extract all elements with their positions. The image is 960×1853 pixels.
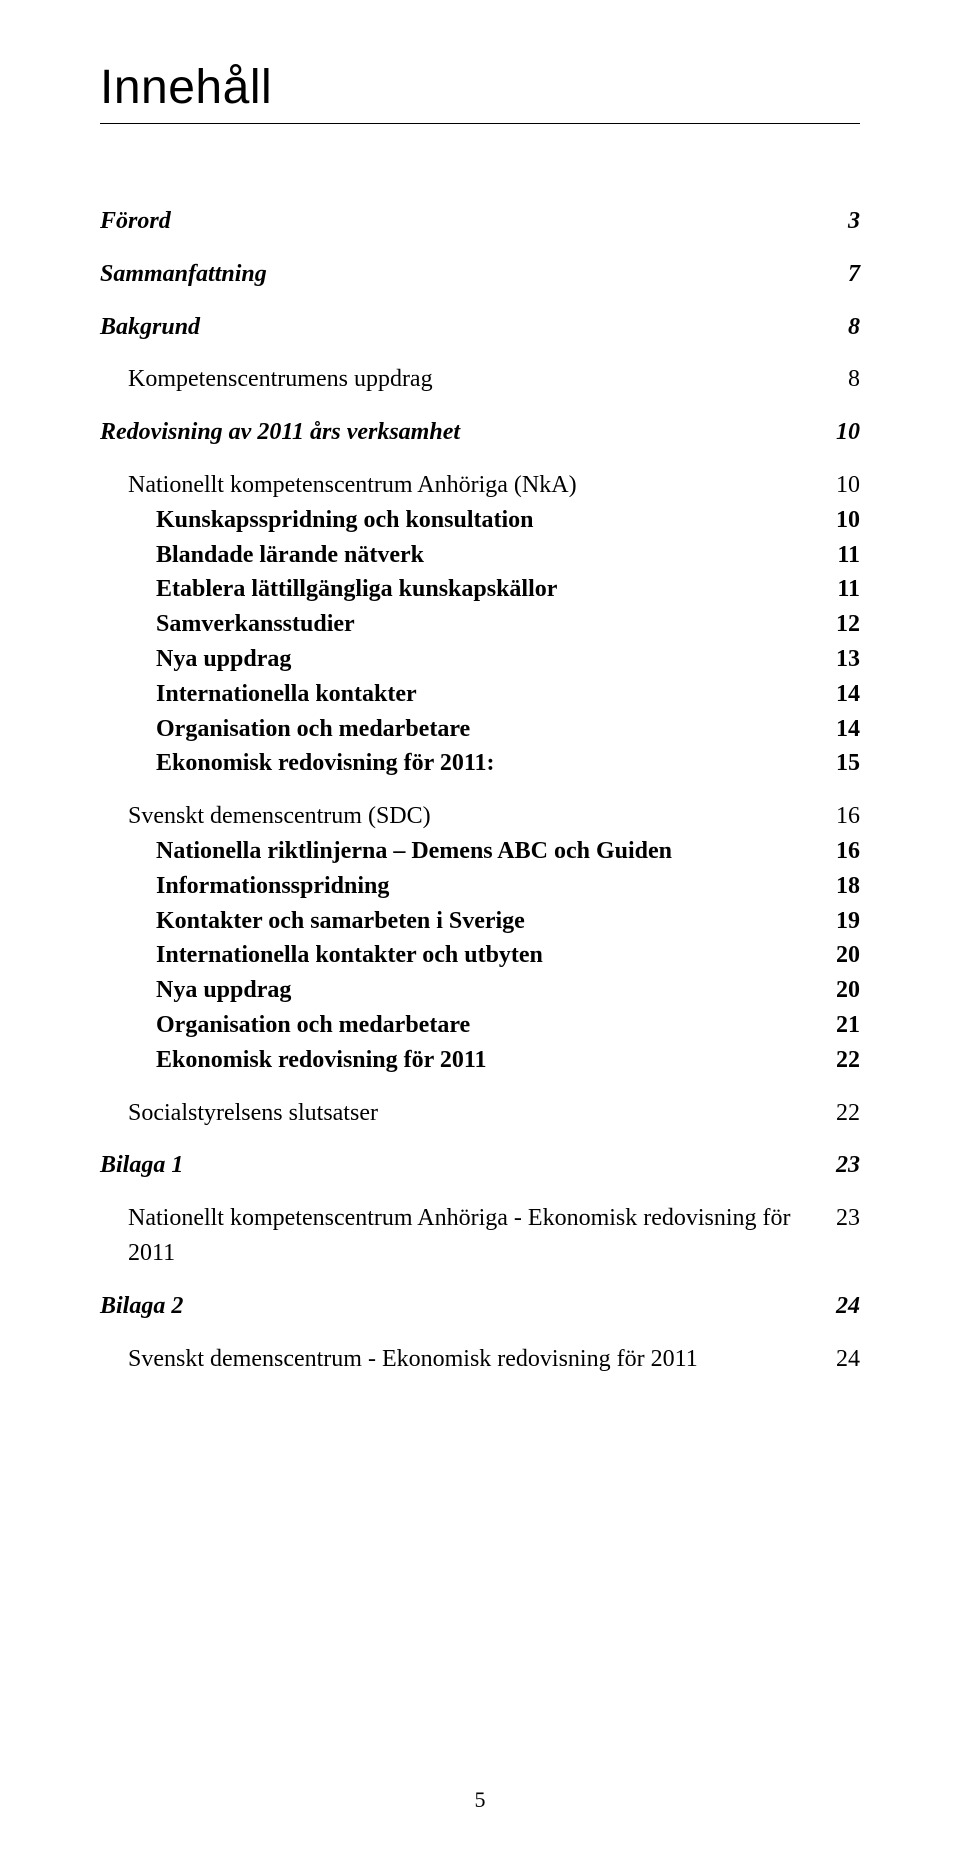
toc-entry: Bakgrund8 (100, 310, 860, 345)
toc-entry-label: Bakgrund (100, 310, 824, 345)
toc-entry-label: Internationella kontakter (156, 677, 812, 712)
document-page: Innehåll Förord3Sammanfattning7Bakgrund8… (0, 0, 960, 1853)
toc-entry-page: 22 (812, 1043, 860, 1078)
toc-entry: Bilaga 224 (100, 1289, 860, 1324)
toc-entry-page: 12 (812, 607, 860, 642)
toc-entry-page: 14 (812, 712, 860, 747)
toc-entry-page: 23 (812, 1201, 860, 1236)
toc-entry: Bilaga 123 (100, 1148, 860, 1183)
toc-entry-label: Blandade lärande nätverk (156, 538, 813, 573)
toc-entry: Kontakter och samarbeten i Sverige19 (100, 904, 860, 939)
toc-entry: Blandade lärande nätverk11 (100, 538, 860, 573)
toc-entry-label: Nationellt kompetenscentrum Anhöriga (Nk… (128, 468, 812, 503)
title-rule (100, 123, 860, 124)
toc-entry-page: 18 (812, 869, 860, 904)
toc-entry-page: 11 (813, 572, 860, 607)
toc-entry-page: 16 (812, 834, 860, 869)
toc-entry: Nationellt kompetenscentrum Anhöriga (Nk… (100, 468, 860, 503)
toc-entry: Organisation och medarbetare14 (100, 712, 860, 747)
toc-entry: Nya uppdrag20 (100, 973, 860, 1008)
toc-entry: Internationella kontakter och utbyten20 (100, 938, 860, 973)
toc-entry-label: Organisation och medarbetare (156, 1008, 812, 1043)
toc-entry-label: Svenskt demenscentrum (SDC) (128, 799, 812, 834)
toc-entry: Etablera lättillgängliga kunskapskällor1… (100, 572, 860, 607)
toc-entry-label: Informationsspridning (156, 869, 812, 904)
toc-entry: Ekonomisk redovisning för 2011:15 (100, 746, 860, 781)
toc-entry: Socialstyrelsens slutsatser22 (100, 1096, 860, 1131)
toc-entry: Kunskapsspridning och konsultation10 (100, 503, 860, 538)
toc-entry-page: 15 (812, 746, 860, 781)
toc-entry-page: 20 (812, 938, 860, 973)
toc-entry-label: Sammanfattning (100, 257, 824, 292)
toc-entry-page: 10 (812, 415, 860, 450)
toc-entry-page: 23 (812, 1148, 860, 1183)
table-of-contents: Förord3Sammanfattning7Bakgrund8Kompetens… (100, 204, 860, 1376)
toc-entry-label: Svenskt demenscentrum - Ekonomisk redovi… (128, 1342, 812, 1377)
toc-entry-page: 10 (812, 468, 860, 503)
toc-entry-label: Internationella kontakter och utbyten (156, 938, 812, 973)
toc-entry: Svenskt demenscentrum - Ekonomisk redovi… (100, 1342, 860, 1377)
toc-entry-page: 24 (812, 1342, 860, 1377)
toc-entry-label: Bilaga 2 (100, 1289, 812, 1324)
toc-entry-label: Kontakter och samarbeten i Sverige (156, 904, 812, 939)
toc-entry-label: Redovisning av 2011 års verksamhet (100, 415, 812, 450)
toc-entry: Nationellt kompetenscentrum Anhöriga - E… (100, 1201, 860, 1271)
toc-entry-label: Socialstyrelsens slutsatser (128, 1096, 812, 1131)
toc-entry-page: 13 (812, 642, 860, 677)
toc-entry-page: 7 (824, 257, 860, 292)
page-title: Innehåll (100, 60, 860, 115)
toc-entry-label: Nya uppdrag (156, 642, 812, 677)
toc-entry-label: Nationella riktlinjerna – Demens ABC och… (156, 834, 812, 869)
toc-entry-label: Bilaga 1 (100, 1148, 812, 1183)
toc-entry-page: 22 (812, 1096, 860, 1131)
toc-entry-page: 11 (813, 538, 860, 573)
toc-entry: Internationella kontakter14 (100, 677, 860, 712)
toc-entry: Informationsspridning18 (100, 869, 860, 904)
toc-entry-page: 19 (812, 904, 860, 939)
toc-entry-label: Förord (100, 204, 824, 239)
toc-entry: Kompetenscentrumens uppdrag8 (100, 362, 860, 397)
toc-entry-page: 24 (812, 1289, 860, 1324)
toc-entry: Nationella riktlinjerna – Demens ABC och… (100, 834, 860, 869)
toc-entry-page: 21 (812, 1008, 860, 1043)
toc-entry: Redovisning av 2011 års verksamhet10 (100, 415, 860, 450)
toc-entry: Organisation och medarbetare21 (100, 1008, 860, 1043)
toc-entry: Ekonomisk redovisning för 201122 (100, 1043, 860, 1078)
toc-entry-label: Etablera lättillgängliga kunskapskällor (156, 572, 813, 607)
toc-entry-label: Kunskapsspridning och konsultation (156, 503, 812, 538)
toc-entry-page: 14 (812, 677, 860, 712)
toc-entry-page: 20 (812, 973, 860, 1008)
toc-entry: Sammanfattning7 (100, 257, 860, 292)
toc-entry-page: 8 (824, 310, 860, 345)
toc-entry: Svenskt demenscentrum (SDC)16 (100, 799, 860, 834)
page-number-footer: 5 (0, 1787, 960, 1813)
toc-entry: Samverkansstudier12 (100, 607, 860, 642)
toc-entry-page: 3 (824, 204, 860, 239)
toc-entry: Nya uppdrag13 (100, 642, 860, 677)
toc-entry-label: Samverkansstudier (156, 607, 812, 642)
toc-entry: Förord3 (100, 204, 860, 239)
toc-entry-label: Ekonomisk redovisning för 2011 (156, 1043, 812, 1078)
toc-entry-label: Ekonomisk redovisning för 2011: (156, 746, 812, 781)
toc-entry-label: Nationellt kompetenscentrum Anhöriga - E… (128, 1201, 812, 1271)
toc-entry-label: Organisation och medarbetare (156, 712, 812, 747)
toc-entry-page: 10 (812, 503, 860, 538)
toc-entry-label: Kompetenscentrumens uppdrag (128, 362, 824, 397)
toc-entry-label: Nya uppdrag (156, 973, 812, 1008)
toc-entry-page: 16 (812, 799, 860, 834)
toc-entry-page: 8 (824, 362, 860, 397)
